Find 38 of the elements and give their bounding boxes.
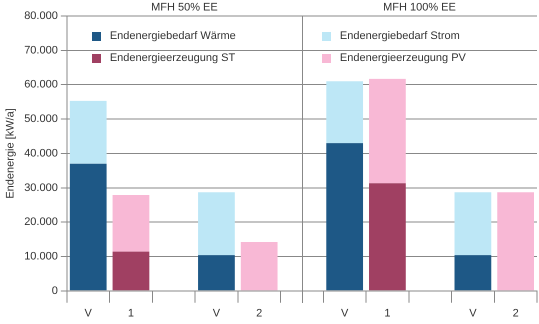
bar: [198, 192, 235, 256]
x-tick-label: 2: [256, 307, 262, 320]
bar: [326, 143, 364, 290]
y-tick-label: 0: [52, 284, 58, 297]
bar: [198, 255, 235, 290]
x-tick-label: V: [212, 307, 221, 320]
bar: [454, 255, 492, 290]
x-tick-label: V: [340, 307, 349, 320]
x-tick-label: 2: [512, 307, 519, 320]
y-tick-label: 40.000: [24, 147, 58, 160]
x-tick-label: 1: [128, 307, 134, 320]
y-tick-label: 20.000: [24, 216, 58, 228]
bar: [369, 183, 406, 290]
y-tick-label: 50.000: [24, 113, 58, 126]
legend-label: Endenergieerzeugung PV: [340, 52, 466, 64]
y-tick-label: 60.000: [24, 78, 58, 91]
bar: [112, 252, 150, 290]
bar: [240, 242, 278, 290]
bar: [497, 192, 534, 290]
y-tick-label: 70.000: [24, 44, 58, 56]
x-tick-label: V: [84, 307, 93, 320]
legend-label: Endenergiebedarf Wärme: [110, 30, 236, 42]
y-tick-label: 30.000: [24, 182, 58, 194]
bar: [454, 192, 492, 256]
y-tick-label: 80.000: [24, 10, 58, 22]
bar: [369, 78, 406, 184]
bar: [70, 100, 107, 164]
y-tick-label: 10.000: [24, 250, 58, 262]
bar: [70, 164, 107, 290]
x-tick-label: 1: [384, 307, 390, 320]
bar: [112, 194, 150, 252]
text: MFH 50% EE: [151, 2, 218, 14]
legend-label: Endenergieerzeugung ST: [110, 52, 236, 64]
x-tick-label: V: [469, 307, 478, 320]
text: MFH 100% EE: [383, 2, 456, 14]
bar: [326, 81, 364, 144]
legend-label: Endenergiebedarf Strom: [340, 30, 460, 42]
y-axis-title: Endenergie [kW/a]: [4, 108, 17, 199]
